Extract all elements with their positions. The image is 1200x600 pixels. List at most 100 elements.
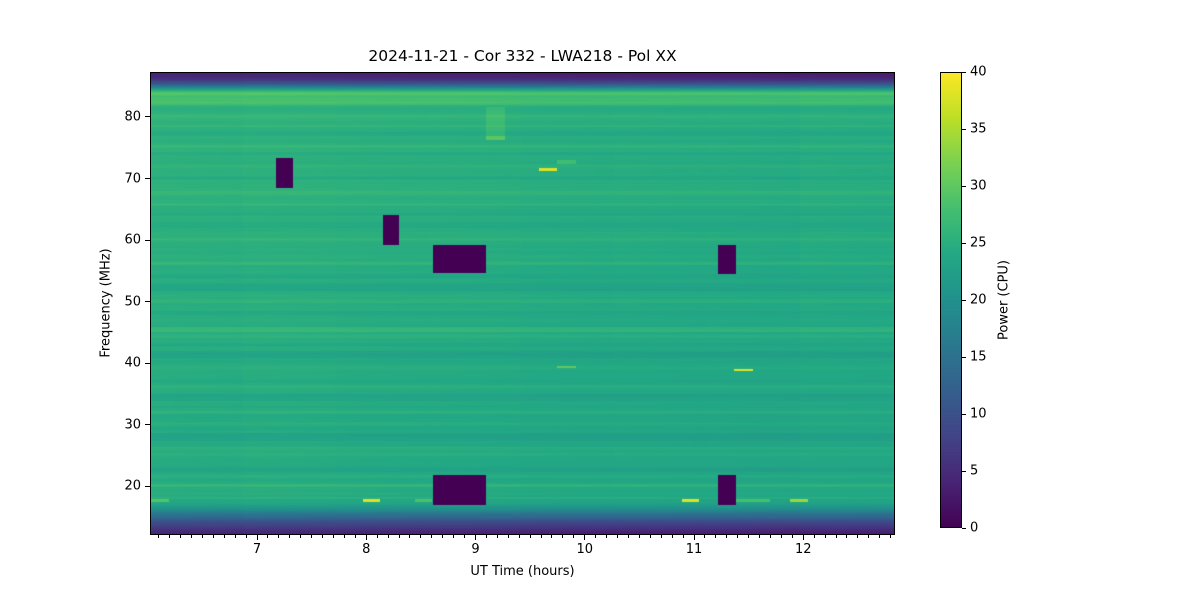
x-minor-tick: [671, 535, 673, 538]
x-minor-tick: [780, 535, 782, 538]
x-minor-tick: [201, 535, 203, 538]
x-minor-tick: [737, 535, 739, 538]
x-minor-tick: [169, 535, 171, 538]
x-major-tick: [365, 535, 367, 540]
x-minor-tick: [387, 535, 389, 538]
x-minor-tick: [562, 535, 564, 538]
colorbar-tick-label: 10: [970, 406, 987, 422]
x-minor-tick: [638, 535, 640, 538]
colorbar-tick-label: 25: [970, 235, 987, 251]
x-minor-tick: [234, 535, 236, 538]
colorbar-tick: [962, 470, 966, 472]
y-tick-label: 50: [124, 294, 141, 310]
y-major-tick: [145, 178, 150, 179]
colorbar-tick: [962, 299, 966, 301]
y-major-tick: [145, 116, 150, 118]
x-minor-tick: [813, 535, 815, 538]
x-minor-tick: [420, 535, 422, 538]
colorbar-tick-label: 20: [970, 292, 987, 308]
colorbar-tick-label: 40: [970, 64, 987, 80]
x-minor-tick: [442, 535, 444, 538]
x-minor-tick: [769, 535, 771, 538]
x-minor-tick: [278, 535, 280, 538]
x-minor-tick: [759, 535, 761, 538]
colorbar-tick: [962, 356, 966, 358]
x-minor-tick: [879, 535, 881, 538]
x-minor-tick: [660, 535, 662, 538]
x-minor-tick: [857, 535, 859, 538]
y-major-tick: [145, 485, 150, 487]
x-minor-tick: [212, 535, 214, 538]
x-minor-tick: [726, 535, 728, 538]
x-minor-tick: [704, 535, 706, 538]
x-minor-tick: [496, 535, 498, 538]
y-tick-label: 40: [124, 355, 141, 371]
chart-title: 2024-11-21 - Cor 332 - LWA218 - Pol XX: [368, 47, 677, 65]
x-major-tick: [802, 535, 804, 540]
x-minor-tick: [540, 535, 542, 538]
x-minor-tick: [868, 535, 870, 538]
x-minor-tick: [485, 535, 487, 538]
x-minor-tick: [333, 535, 335, 538]
x-minor-tick: [245, 535, 247, 538]
y-tick-label: 70: [124, 171, 141, 186]
colorbar-tick-label: 15: [970, 349, 987, 365]
x-minor-tick: [518, 535, 520, 538]
x-tick-label: 11: [685, 542, 703, 557]
x-minor-tick: [682, 535, 684, 538]
x-minor-tick: [158, 535, 160, 538]
colorbar-label: Power (CPU): [996, 259, 1012, 341]
x-tick-label: 8: [362, 542, 371, 557]
x-minor-tick: [551, 535, 553, 538]
x-minor-tick: [398, 535, 400, 538]
x-minor-tick: [890, 535, 892, 538]
x-major-tick: [475, 535, 477, 540]
colorbar-tick: [962, 185, 966, 187]
x-minor-tick: [846, 535, 848, 538]
x-minor-tick: [453, 535, 455, 538]
spectrogram-heatmap: [150, 72, 895, 535]
x-major-tick: [256, 535, 258, 540]
x-minor-tick: [223, 535, 225, 538]
x-minor-tick: [529, 535, 531, 538]
colorbar-tick: [962, 413, 966, 415]
x-minor-tick: [289, 535, 291, 538]
x-minor-tick: [573, 535, 575, 538]
colorbar-tick: [962, 527, 966, 529]
x-minor-tick: [409, 535, 411, 538]
x-tick-label: 9: [471, 542, 480, 557]
x-tick-label: 10: [576, 542, 594, 557]
x-minor-tick: [606, 535, 608, 538]
x-minor-tick: [649, 535, 651, 538]
colorbar-tick: [962, 128, 966, 130]
colorbar-tick: [962, 242, 966, 244]
y-tick-label: 20: [124, 478, 141, 494]
x-minor-tick: [300, 535, 302, 538]
x-major-tick: [584, 535, 586, 540]
x-minor-tick: [748, 535, 750, 538]
x-tick-label: 7: [252, 542, 262, 557]
y-major-tick: [145, 362, 150, 364]
x-minor-tick: [376, 535, 378, 538]
x-minor-tick: [322, 535, 324, 538]
colorbar-tick-label: 0: [970, 520, 979, 536]
colorbar-tick-label: 35: [970, 121, 987, 137]
x-minor-tick: [464, 535, 466, 538]
x-minor-tick: [824, 535, 826, 538]
x-minor-tick: [267, 535, 269, 538]
y-major-tick: [145, 239, 150, 241]
x-minor-tick: [180, 535, 182, 538]
x-minor-tick: [343, 535, 345, 538]
x-minor-tick: [431, 535, 433, 538]
x-major-tick: [693, 535, 695, 540]
colorbar-tick-label: 5: [970, 463, 979, 479]
y-major-tick: [145, 424, 150, 426]
x-minor-tick: [835, 535, 837, 538]
y-tick-label: 80: [124, 109, 141, 125]
x-minor-tick: [791, 535, 793, 538]
x-minor-tick: [354, 535, 356, 538]
x-minor-tick: [191, 535, 192, 538]
x-minor-tick: [627, 535, 629, 538]
x-minor-tick: [715, 535, 717, 538]
